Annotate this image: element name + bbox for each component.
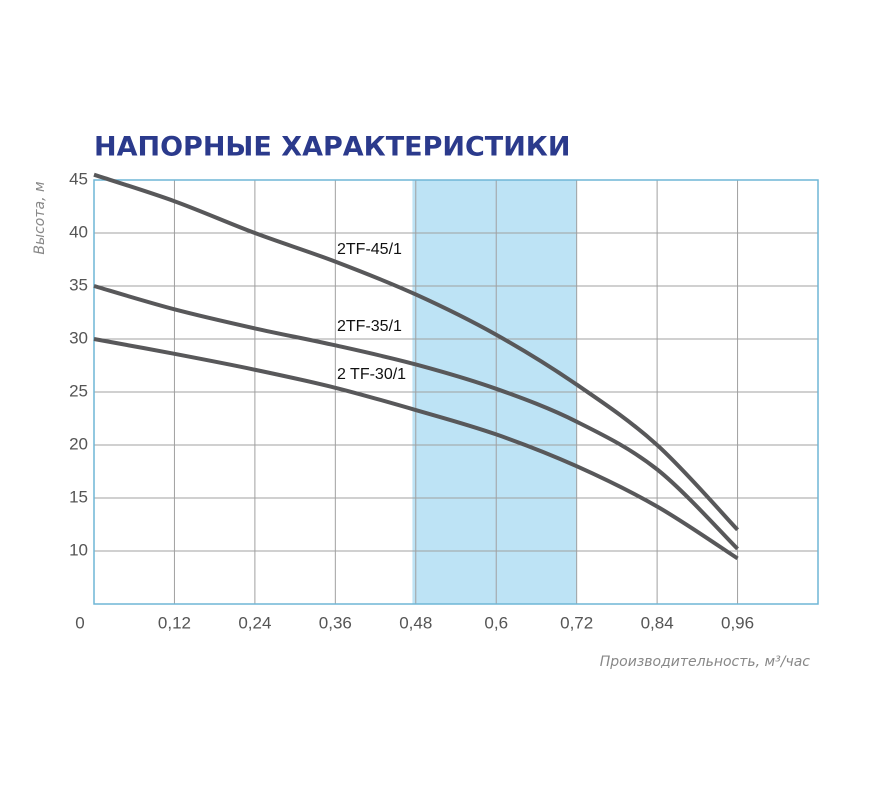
y-tick-label: 35 xyxy=(69,275,88,294)
y-tick-label: 15 xyxy=(69,487,88,506)
x-axis-title: Производительность, м³/час xyxy=(600,654,811,670)
y-tick-label: 10 xyxy=(69,540,88,559)
x-tick-label: 0,48 xyxy=(399,613,432,632)
curve xyxy=(93,172,740,532)
plot-frame xyxy=(93,179,819,605)
curve xyxy=(93,284,739,551)
x-tick-label: 0,24 xyxy=(238,613,271,632)
x-tick-label: 0,84 xyxy=(641,613,674,632)
y-axis-title: Высота, м xyxy=(32,181,48,255)
y-tick-label: 45 xyxy=(69,169,88,188)
curve-label: 2 TF-30/1 xyxy=(337,366,406,383)
x-tick-label: 0,6 xyxy=(484,613,508,632)
x-tick-label: 0,36 xyxy=(319,613,352,632)
curve-label: 2TF-45/1 xyxy=(337,241,402,258)
y-tick-label: 30 xyxy=(69,328,88,347)
x-tick-label: 0,12 xyxy=(158,613,191,632)
x-tick-label: 0,72 xyxy=(560,613,593,632)
y-tick-label: 40 xyxy=(69,222,88,241)
x-tick-label: 0,96 xyxy=(721,613,754,632)
x-tick-label: 0 xyxy=(75,613,84,632)
y-tick-label: 20 xyxy=(69,434,88,453)
y-tick-label: 25 xyxy=(69,381,88,400)
chart-title: НАПОРНЫЕ ХАРАКТЕРИСТИКИ xyxy=(94,132,570,163)
curve-label: 2TF-35/1 xyxy=(337,318,402,335)
curve xyxy=(93,337,739,561)
